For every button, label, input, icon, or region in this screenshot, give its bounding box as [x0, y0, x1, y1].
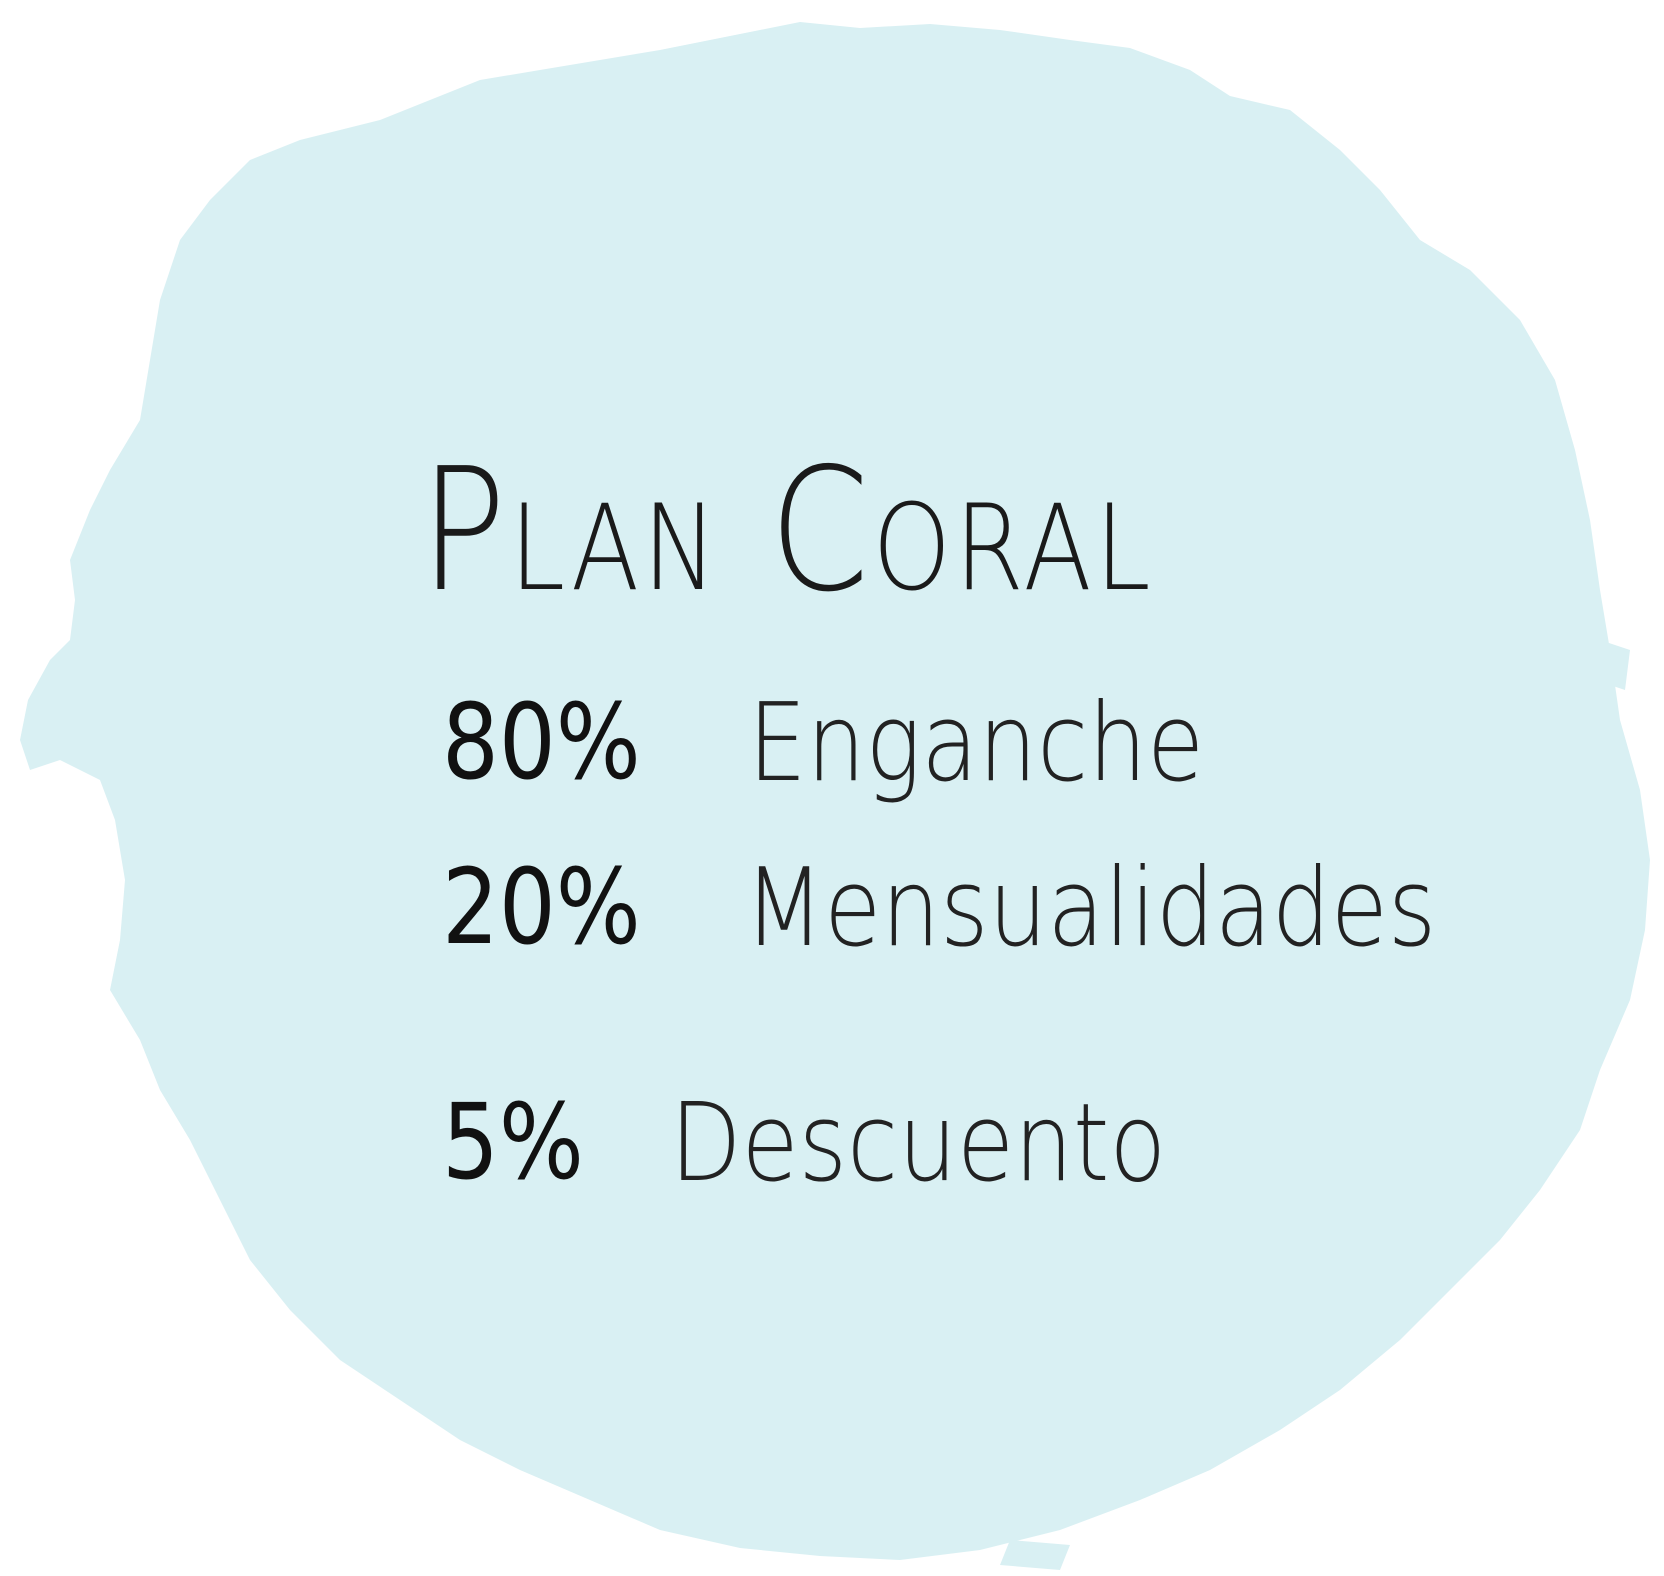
item-label: Mensualidades	[744, 846, 1437, 971]
plan-title: Plan Coral	[420, 432, 1155, 630]
item-percent: 80%	[442, 681, 641, 803]
plan-item-enganche: 80% Enganche	[442, 681, 1204, 803]
item-label: Enganche	[748, 681, 1205, 806]
item-percent: 20%	[442, 846, 641, 968]
item-label: Descuento	[670, 1081, 1167, 1206]
item-percent: 5%	[442, 1081, 584, 1203]
plan-item-mensualidades: 20% Mensualidades	[442, 846, 1436, 968]
plan-item-descuento: 5% Descuento	[442, 1081, 1166, 1203]
